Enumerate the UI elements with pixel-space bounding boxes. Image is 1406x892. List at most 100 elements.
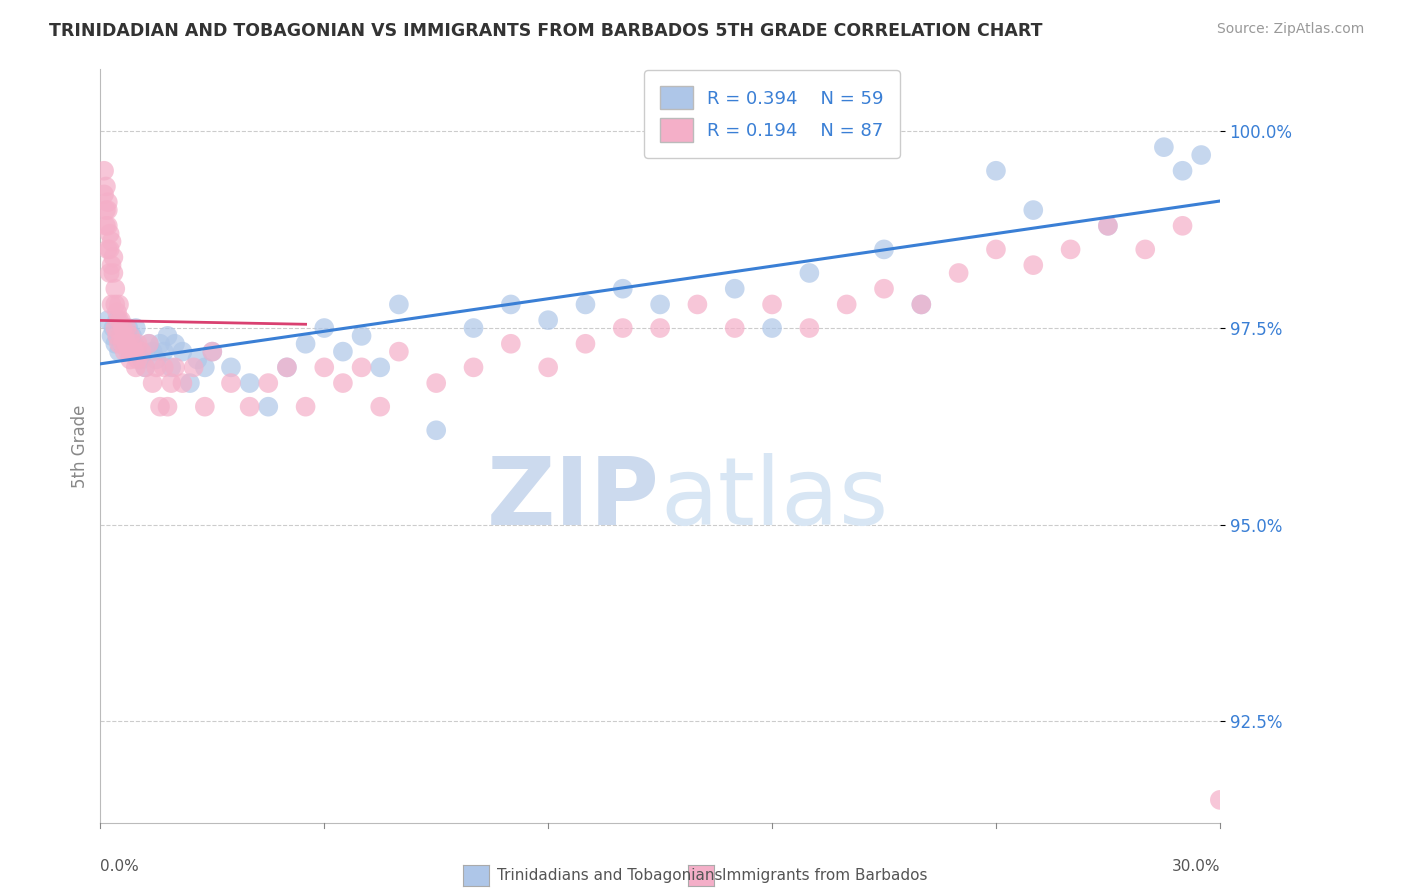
Point: [98, 243, 121, 257]
Point: [98, 227, 121, 241]
Point: [94, 219, 117, 233]
Point: [186, 352, 208, 367]
Point: [100, 258, 122, 272]
Point: [127, 344, 149, 359]
Point: [201, 344, 224, 359]
Point: [799, 266, 821, 280]
Point: [93, 187, 115, 202]
Point: [131, 344, 153, 359]
Point: [145, 352, 167, 367]
Point: [276, 360, 298, 375]
Point: [134, 360, 156, 375]
Point: [97, 195, 120, 210]
Point: [115, 329, 138, 343]
Point: [145, 360, 167, 375]
Point: [103, 250, 125, 264]
Point: [104, 282, 127, 296]
Point: [149, 400, 172, 414]
Point: [425, 423, 447, 437]
Point: [1059, 243, 1081, 257]
Point: [388, 297, 411, 311]
Point: [219, 360, 242, 375]
Point: [194, 360, 217, 375]
Point: [724, 282, 747, 296]
Point: [115, 321, 138, 335]
Point: [1022, 258, 1045, 272]
Point: [314, 360, 336, 375]
Point: [105, 329, 128, 343]
Point: [120, 352, 142, 367]
Point: [152, 344, 174, 359]
Point: [142, 344, 165, 359]
Point: [121, 336, 143, 351]
Point: [100, 235, 122, 249]
Point: [183, 360, 205, 375]
Point: [108, 336, 131, 351]
Point: [574, 336, 596, 351]
Point: [114, 336, 136, 351]
Point: [194, 400, 217, 414]
Text: Source: ZipAtlas.com: Source: ZipAtlas.com: [1216, 22, 1364, 37]
Point: [1097, 219, 1119, 233]
Point: [156, 329, 179, 343]
Point: [761, 297, 783, 311]
Point: [131, 352, 153, 367]
Point: [201, 344, 224, 359]
Point: [368, 400, 391, 414]
Point: [122, 336, 145, 351]
Point: [156, 400, 179, 414]
Point: [463, 321, 485, 335]
Point: [350, 329, 373, 343]
Point: [1189, 148, 1212, 162]
Point: [115, 336, 138, 351]
Point: [117, 321, 139, 335]
Point: [114, 344, 136, 359]
Point: [98, 266, 121, 280]
Point: [110, 329, 132, 343]
Point: [94, 203, 117, 218]
Text: 0.0%: 0.0%: [100, 859, 139, 874]
Point: [1209, 793, 1232, 807]
Point: [172, 376, 194, 390]
Point: [910, 297, 932, 311]
Point: [110, 329, 132, 343]
Point: [239, 376, 262, 390]
Point: [111, 321, 134, 335]
Point: [1171, 219, 1194, 233]
Point: [110, 313, 132, 327]
Y-axis label: 5th Grade: 5th Grade: [72, 404, 89, 488]
Point: [104, 336, 127, 351]
Point: [761, 321, 783, 335]
Point: [873, 243, 896, 257]
Point: [368, 360, 391, 375]
Point: [612, 282, 634, 296]
Legend: R = 0.394    N = 59, R = 0.194    N = 87: R = 0.394 N = 59, R = 0.194 N = 87: [644, 70, 900, 158]
Point: [163, 336, 186, 351]
Point: [94, 179, 117, 194]
Point: [388, 344, 411, 359]
Point: [105, 305, 128, 319]
Point: [332, 344, 354, 359]
Point: [724, 321, 747, 335]
Point: [97, 313, 120, 327]
Point: [100, 297, 122, 311]
Point: [108, 344, 131, 359]
Point: [97, 203, 120, 218]
Point: [97, 219, 120, 233]
Point: [219, 376, 242, 390]
Text: Trinidadians and Tobagonians: Trinidadians and Tobagonians: [496, 868, 723, 883]
Point: [121, 329, 143, 343]
Point: [160, 360, 183, 375]
Point: [276, 360, 298, 375]
Point: [104, 297, 127, 311]
Point: [257, 400, 280, 414]
Point: [1153, 140, 1175, 154]
Point: [1022, 203, 1045, 218]
Point: [984, 243, 1007, 257]
Point: [134, 360, 156, 375]
Point: [910, 297, 932, 311]
Point: [332, 376, 354, 390]
Point: [873, 282, 896, 296]
Point: [100, 329, 122, 343]
Point: [122, 344, 145, 359]
